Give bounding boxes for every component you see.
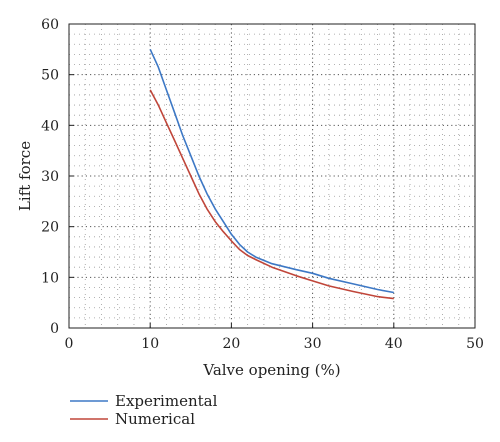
y-tick-label: 20 — [41, 220, 59, 236]
y-tick-label: 30 — [41, 169, 59, 185]
x-tick-label: 30 — [304, 336, 322, 352]
x-tick-label: 10 — [141, 336, 159, 352]
y-tick-label: 40 — [41, 118, 59, 134]
series-line-experimental — [149, 48, 394, 294]
legend-label-numerical: Numerical — [115, 410, 195, 428]
x-tick-label: 20 — [222, 336, 240, 352]
plot-frame — [68, 23, 476, 329]
y-tick-label: 60 — [41, 17, 59, 33]
y-axis-label: Lift force — [16, 141, 34, 211]
grid — [69, 24, 475, 328]
y-tick-label: 0 — [50, 321, 59, 337]
y-tick-label: 10 — [41, 270, 59, 286]
series-line-numerical — [149, 89, 394, 300]
x-tick-label: 0 — [65, 336, 74, 352]
y-tick-label: 50 — [41, 68, 59, 84]
x-tick-label: 40 — [385, 336, 403, 352]
x-tick-label: 50 — [466, 336, 484, 352]
series-lines — [149, 48, 394, 300]
x-axis-label: Valve opening (%) — [202, 361, 340, 379]
legend: Experimental Numerical — [70, 392, 218, 428]
legend-label-experimental: Experimental — [115, 392, 218, 410]
axis-ticks: 0 10 20 30 40 50 0 10 20 30 40 50 60 — [41, 17, 484, 352]
